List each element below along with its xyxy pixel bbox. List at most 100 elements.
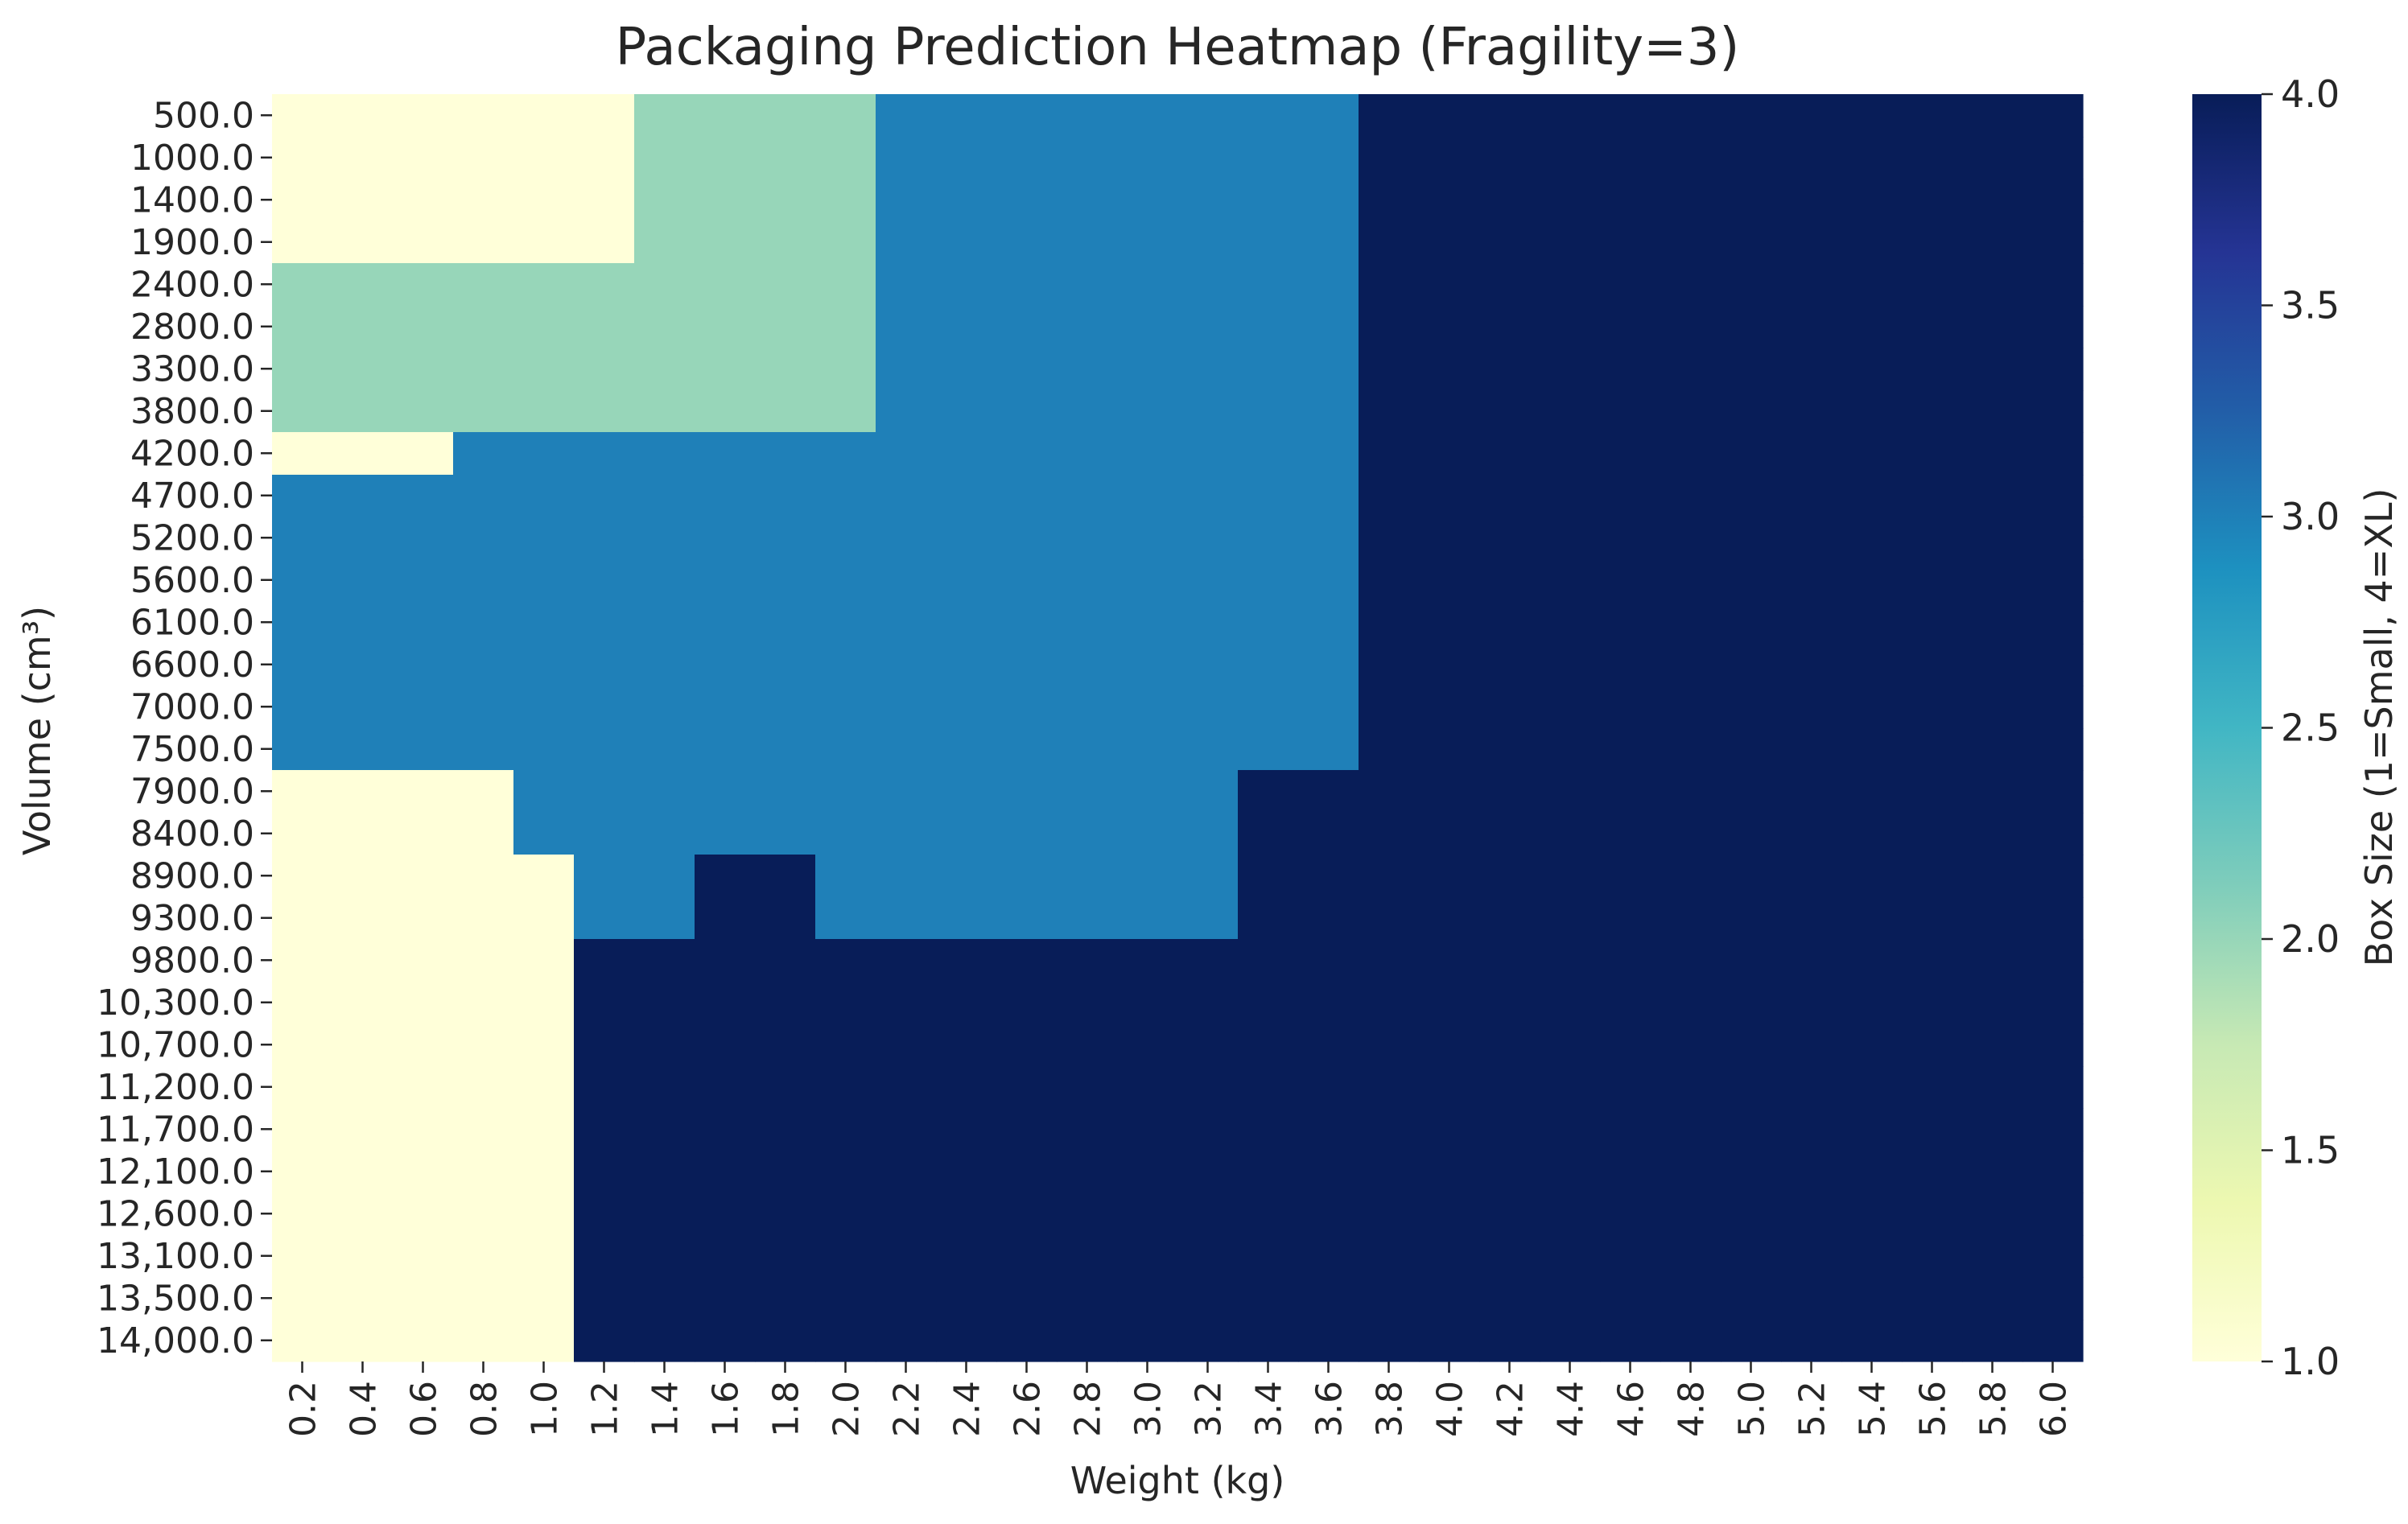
heatmap-cell [574,137,635,179]
heatmap-cell [2022,1192,2084,1236]
heatmap-cell [1479,728,1540,771]
heatmap-cell [1962,897,2023,940]
heatmap-cell [1781,137,1842,179]
heatmap-cell [1841,179,1903,222]
heatmap-cell [634,263,695,307]
colorbar-tick-label: 4.0 [2281,72,2340,116]
heatmap-cell [1600,475,1661,517]
heatmap-cell [1540,1277,1601,1320]
heatmap-cell [272,1192,333,1236]
heatmap-cell [393,939,454,982]
heatmap-cell [1962,137,2023,179]
heatmap-cell [1177,982,1239,1024]
heatmap-cell [1359,179,1420,222]
heatmap-cell [1419,348,1480,391]
heatmap-cell [815,982,876,1024]
heatmap-cell [1841,94,1903,138]
x-tick-label: 0.6 [404,1381,445,1437]
heatmap-cell [996,1066,1058,1109]
heatmap-cell [936,1066,997,1109]
heatmap-cell [272,770,333,813]
y-tick-label: 3300.0 [130,348,254,389]
chart-title: Packaging Prediction Heatmap (Fragility=… [616,18,1740,77]
heatmap-cell [1057,855,1118,898]
heatmap-cell [1600,94,1661,138]
heatmap-cell [1057,686,1118,729]
heatmap-cell [574,982,635,1024]
colorbar-tick-label: 1.0 [2281,1340,2340,1383]
heatmap-cell [393,644,454,686]
heatmap-cell [1540,517,1601,560]
heatmap-cell [695,770,756,813]
heatmap-cell [272,306,333,348]
y-tick-label: 500.0 [153,95,254,136]
heatmap-cell [755,897,816,940]
heatmap-cell [1660,939,1721,982]
heatmap-cell [1600,770,1661,813]
heatmap-cell [393,1066,454,1109]
heatmap-cell [1298,770,1359,813]
y-tick-label: 4200.0 [130,433,254,474]
heatmap-cell [1298,1066,1359,1109]
heatmap-cell [1962,390,2023,433]
heatmap-cell [815,855,876,898]
colorbar-tick-label: 3.5 [2281,284,2340,327]
heatmap-cell [453,475,514,517]
heatmap-cell [332,728,394,771]
heatmap-cell [695,559,756,602]
heatmap-cell [1359,686,1420,729]
heatmap-cell [574,1108,635,1151]
heatmap-cell [1359,390,1420,433]
heatmap-cell [574,813,635,855]
heatmap-cell [1238,263,1299,307]
heatmap-cell [1962,517,2023,560]
heatmap-cell [1540,1235,1601,1278]
heatmap-cell [1419,897,1480,940]
heatmap-cell [513,1108,575,1151]
heatmap-cell [1238,1151,1299,1193]
heatmap-cell [1177,1066,1239,1109]
heatmap-cell [1962,1192,2023,1236]
heatmap-cell [1479,770,1540,813]
heatmap-cell [1419,1192,1480,1236]
heatmap-cell [936,1024,997,1067]
heatmap-cell [996,939,1058,982]
heatmap-cell [695,1151,756,1193]
heatmap-cell [272,1235,333,1278]
heatmap-cell [1479,982,1540,1024]
y-tick-label: 8900.0 [130,855,254,896]
heatmap-cell [1359,1235,1420,1278]
heatmap-cell [1359,348,1420,391]
heatmap-cell [1238,897,1299,940]
heatmap-cell [1660,1192,1721,1236]
heatmap-cell [634,1235,695,1278]
heatmap-cell [453,559,514,602]
heatmap-cell [1359,263,1420,307]
heatmap-cell [1479,432,1540,476]
heatmap-cell [815,728,876,771]
heatmap-cell [755,179,816,222]
heatmap-cell [574,263,635,307]
heatmap-cell [1781,686,1842,729]
heatmap-cell [936,432,997,476]
heatmap-cell [513,221,575,264]
heatmap-cell [1540,1024,1601,1067]
heatmap-cell [1117,348,1178,391]
heatmap-cell [1359,939,1420,982]
x-tick-label: 3.0 [1128,1381,1169,1437]
x-tick-label: 1.6 [706,1381,747,1437]
heatmap-cell [1902,770,1963,813]
heatmap-cell [393,94,454,138]
heatmap-cell [2022,644,2084,686]
heatmap-cell [996,897,1058,940]
heatmap-cell [1238,348,1299,391]
heatmap-cell [1419,179,1480,222]
heatmap-cell [453,1066,514,1109]
heatmap-cell [695,390,756,433]
heatmap-cell [1841,348,1903,391]
heatmap-cell [1057,982,1118,1024]
heatmap-cell [574,1320,635,1362]
x-tick-label: 2.0 [827,1381,868,1437]
heatmap-cell [1298,855,1359,898]
heatmap-cell [2022,728,2084,771]
